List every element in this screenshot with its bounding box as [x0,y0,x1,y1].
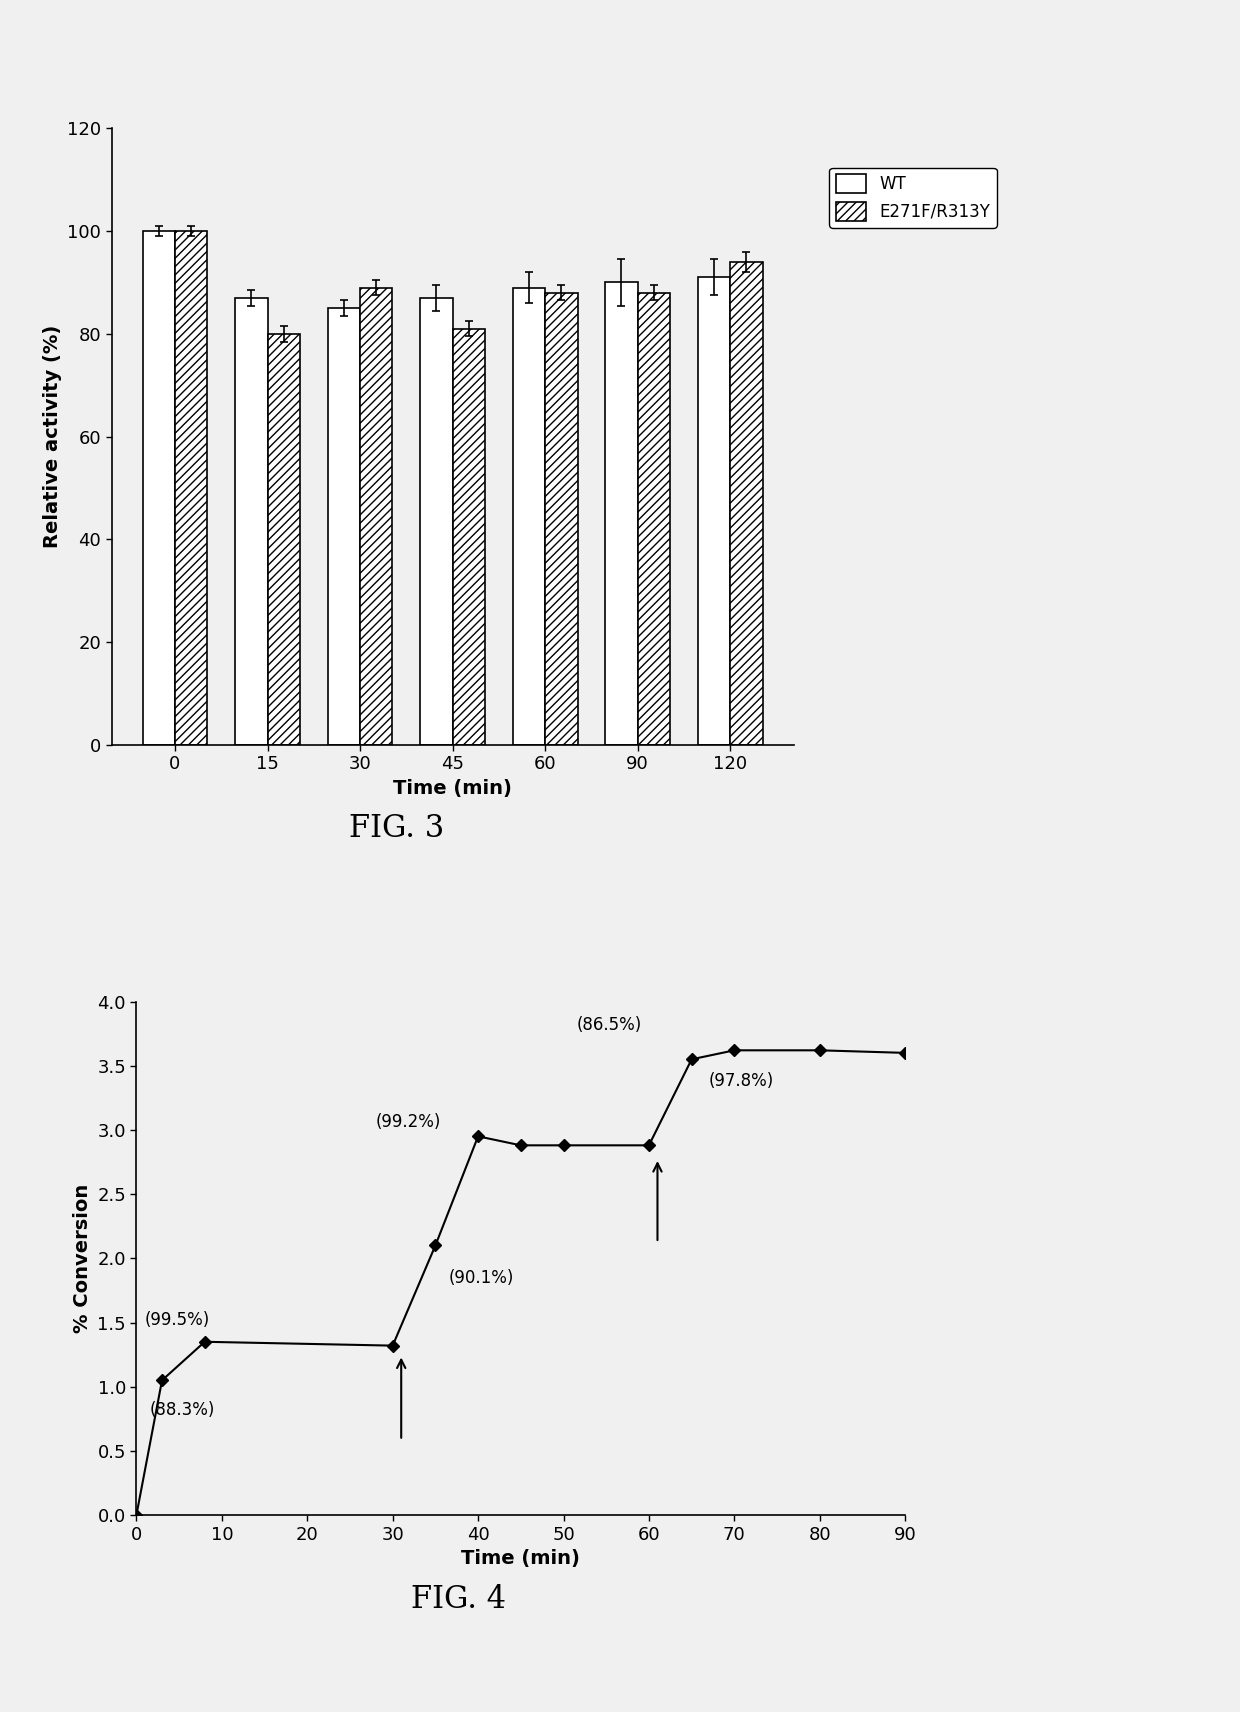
Bar [453,329,485,745]
Text: FIG. 4: FIG. 4 [412,1584,506,1614]
Y-axis label: % Conversion: % Conversion [73,1183,92,1334]
Bar [143,231,175,745]
Bar [236,298,268,745]
X-axis label: Time (min): Time (min) [393,779,512,798]
Bar [698,277,730,745]
Text: FIG. 3: FIG. 3 [350,813,444,844]
Text: (86.5%): (86.5%) [577,1015,641,1034]
Bar [513,288,546,745]
Bar [730,262,763,745]
Bar [360,288,392,745]
Text: (97.8%): (97.8%) [709,1072,774,1091]
Text: (99.5%): (99.5%) [145,1311,211,1329]
Bar [605,282,637,745]
Text: (88.3%): (88.3%) [149,1400,215,1419]
Bar [175,231,207,745]
Bar [546,293,578,745]
Bar [420,298,453,745]
Text: (99.2%): (99.2%) [376,1113,441,1132]
Bar [327,308,360,745]
Bar [637,293,670,745]
X-axis label: Time (min): Time (min) [461,1549,580,1568]
Bar [268,334,300,745]
Text: (90.1%): (90.1%) [448,1269,513,1287]
Y-axis label: Relative activity (%): Relative activity (%) [42,325,62,548]
Legend: WT, E271F/R313Y: WT, E271F/R313Y [830,168,997,228]
